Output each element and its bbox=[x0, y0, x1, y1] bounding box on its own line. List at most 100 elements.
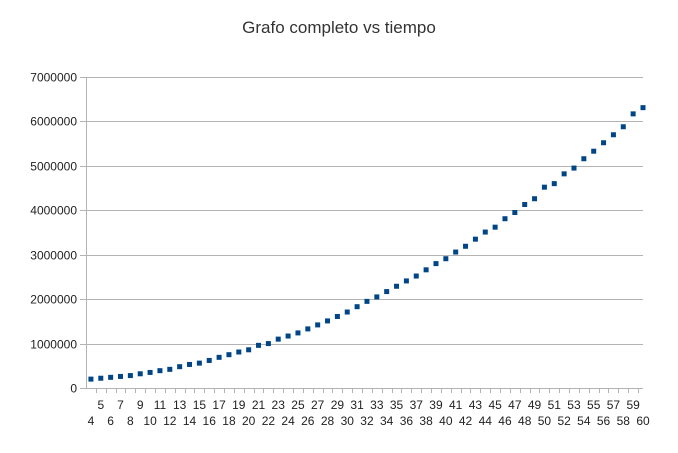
x-tick-label: 48 bbox=[518, 414, 532, 428]
y-tick-label: 1000000 bbox=[30, 338, 77, 352]
data-point bbox=[551, 181, 557, 187]
data-point bbox=[275, 336, 281, 342]
x-tick-label: 40 bbox=[439, 414, 453, 428]
data-point bbox=[265, 341, 271, 347]
grid-lines bbox=[86, 77, 643, 345]
x-tick-label: 12 bbox=[163, 414, 177, 428]
x-tick-label: 23 bbox=[272, 398, 286, 412]
data-point bbox=[541, 184, 547, 190]
data-point bbox=[433, 261, 439, 267]
data-point bbox=[571, 165, 577, 171]
x-tick-label: 28 bbox=[321, 414, 335, 428]
data-point bbox=[88, 376, 94, 382]
x-tick-label: 34 bbox=[380, 414, 394, 428]
x-tick-label: 33 bbox=[370, 398, 384, 412]
data-point bbox=[147, 369, 153, 375]
data-point bbox=[315, 322, 321, 328]
y-tick-label: 5000000 bbox=[30, 160, 77, 174]
x-tick-label: 54 bbox=[577, 414, 591, 428]
data-point bbox=[216, 354, 222, 360]
x-tick-label: 24 bbox=[281, 414, 295, 428]
x-tick-label: 32 bbox=[360, 414, 374, 428]
x-tick-label: 7 bbox=[117, 398, 124, 412]
data-point bbox=[453, 249, 459, 255]
x-tick-label: 26 bbox=[301, 414, 315, 428]
y-tick-label: 4000000 bbox=[30, 204, 77, 218]
x-tick-label: 17 bbox=[212, 398, 226, 412]
x-tick-label: 35 bbox=[390, 398, 404, 412]
y-tick-label: 6000000 bbox=[30, 115, 77, 129]
data-point bbox=[127, 373, 133, 379]
data-point bbox=[285, 333, 291, 339]
x-tick-label: 15 bbox=[193, 398, 207, 412]
data-point bbox=[403, 278, 409, 284]
x-tick-label: 30 bbox=[341, 414, 355, 428]
data-point bbox=[502, 216, 508, 222]
data-point bbox=[98, 375, 104, 381]
x-tick-label: 46 bbox=[498, 414, 512, 428]
x-tick-label: 9 bbox=[137, 398, 144, 412]
data-point bbox=[118, 373, 124, 379]
data-point bbox=[374, 294, 380, 300]
x-tick-label: 56 bbox=[597, 414, 611, 428]
x-tick-label: 10 bbox=[143, 414, 157, 428]
data-point bbox=[344, 309, 350, 315]
data-point bbox=[157, 368, 163, 374]
data-point bbox=[482, 229, 488, 235]
data-point bbox=[630, 111, 636, 117]
x-tick-label: 58 bbox=[617, 414, 631, 428]
data-point bbox=[305, 326, 311, 332]
data-point bbox=[364, 298, 370, 304]
y-tick-label: 7000000 bbox=[30, 71, 77, 85]
x-tick-label: 5 bbox=[97, 398, 104, 412]
x-tick-label: 13 bbox=[173, 398, 187, 412]
y-tick-label: 2000000 bbox=[30, 293, 77, 307]
y-tick-label: 3000000 bbox=[30, 249, 77, 263]
x-tick-label: 53 bbox=[567, 398, 581, 412]
x-tick-label: 22 bbox=[262, 414, 276, 428]
data-point bbox=[620, 124, 626, 130]
data-point bbox=[591, 148, 597, 154]
data-point bbox=[226, 352, 232, 358]
x-tick-label: 57 bbox=[607, 398, 621, 412]
data-point bbox=[177, 364, 183, 370]
x-tick-label: 11 bbox=[154, 398, 167, 412]
data-point bbox=[246, 347, 252, 353]
data-point bbox=[472, 236, 478, 242]
x-tick-label: 18 bbox=[222, 414, 236, 428]
data-point bbox=[236, 349, 242, 355]
data-point bbox=[581, 156, 587, 162]
x-tick-label: 27 bbox=[311, 398, 325, 412]
x-tick-label: 43 bbox=[469, 398, 483, 412]
axes bbox=[80, 77, 643, 393]
data-point bbox=[108, 374, 114, 380]
data-point bbox=[443, 256, 449, 262]
data-point bbox=[522, 202, 528, 208]
data-point bbox=[532, 196, 538, 202]
data-point bbox=[167, 366, 173, 372]
data-point bbox=[384, 289, 390, 295]
data-point bbox=[640, 105, 646, 111]
data-point bbox=[196, 360, 202, 366]
x-tick-label: 44 bbox=[479, 414, 493, 428]
data-point bbox=[187, 361, 193, 367]
x-tick-label: 19 bbox=[232, 398, 246, 412]
data-point bbox=[256, 342, 262, 348]
x-axis-tick-labels: 4567891011121314151617181920212223242526… bbox=[88, 398, 650, 428]
data-point bbox=[334, 313, 340, 319]
data-point bbox=[492, 224, 498, 230]
data-point bbox=[354, 304, 360, 310]
data-point bbox=[137, 371, 143, 377]
x-tick-label: 45 bbox=[488, 398, 502, 412]
x-tick-label: 52 bbox=[557, 414, 571, 428]
data-point bbox=[325, 318, 331, 324]
y-axis-tick-labels: 0 1000000 2000000 3000000 4000000 5000000 6000… bbox=[30, 71, 77, 396]
x-tick-label: 49 bbox=[528, 398, 542, 412]
data-point bbox=[423, 267, 429, 273]
x-tick-label: 6 bbox=[107, 414, 114, 428]
x-tick-label: 25 bbox=[291, 398, 305, 412]
data-point bbox=[463, 243, 469, 249]
data-point bbox=[601, 140, 607, 146]
x-tick-label: 39 bbox=[429, 398, 443, 412]
